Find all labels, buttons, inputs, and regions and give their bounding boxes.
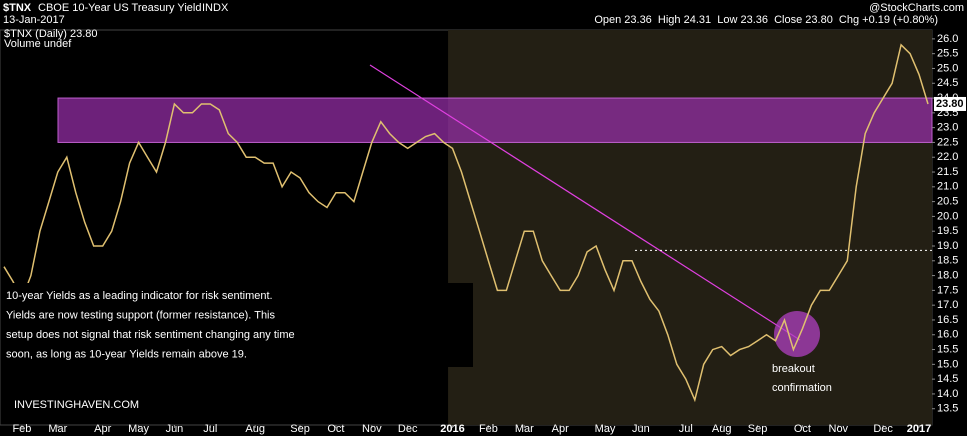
y-tick-label: 20.5 bbox=[937, 196, 958, 208]
y-tick-label: 16.0 bbox=[937, 329, 958, 341]
shaded-period bbox=[448, 30, 932, 425]
x-tick-label: Nov bbox=[362, 423, 382, 435]
y-tick-label: 21.5 bbox=[937, 166, 958, 178]
x-tick-label: Feb bbox=[12, 423, 31, 435]
x-tick-label: Oct bbox=[794, 423, 811, 435]
y-tick-label: 17.0 bbox=[937, 299, 958, 311]
x-tick-label: May bbox=[595, 423, 616, 435]
x-tick-label: Dec bbox=[873, 423, 893, 435]
x-tick-label: 2017 bbox=[907, 423, 931, 435]
y-tick-label: 18.0 bbox=[937, 269, 958, 281]
annotation-text: setup does not signal that risk sentimen… bbox=[6, 329, 295, 341]
exchange: INDX bbox=[202, 2, 229, 14]
y-tick-label: 25.0 bbox=[937, 62, 958, 74]
y-tick-label: 22.0 bbox=[937, 151, 958, 163]
y-tick-label: 18.5 bbox=[937, 255, 958, 267]
x-tick-label: May bbox=[128, 423, 149, 435]
resistance-band bbox=[57, 97, 933, 143]
x-tick-label: Aug bbox=[712, 423, 732, 435]
y-tick-label: 24.5 bbox=[937, 77, 958, 89]
x-tick-label: Jun bbox=[166, 423, 184, 435]
date: 13-Jan-2017 bbox=[3, 14, 65, 26]
price-line bbox=[3, 43, 929, 403]
x-tick-label: Mar bbox=[48, 423, 67, 435]
y-tick-label: 14.5 bbox=[937, 373, 958, 385]
y-tick-label: 13.5 bbox=[937, 403, 958, 415]
x-tick-label: Sep bbox=[748, 423, 768, 435]
y-tick-label: 17.5 bbox=[937, 284, 958, 296]
annotation-text: soon, as long as 10-year Yields remain a… bbox=[6, 348, 247, 360]
x-tick-label: Jul bbox=[203, 423, 217, 435]
x-tick-label: Sep bbox=[290, 423, 310, 435]
y-tick-label: 14.0 bbox=[937, 388, 958, 400]
x-tick-label: Aug bbox=[245, 423, 265, 435]
last-price-box bbox=[934, 96, 966, 111]
breakout-marker bbox=[774, 311, 820, 357]
y-tick-label: 16.5 bbox=[937, 314, 958, 326]
last-price-label: 23.80 bbox=[936, 98, 964, 110]
x-tick-label: 2016 bbox=[440, 423, 464, 435]
x-tick-label: Apr bbox=[552, 423, 569, 435]
trendline bbox=[369, 64, 801, 341]
x-tick-label: Jun bbox=[632, 423, 650, 435]
y-tick-label: 26.0 bbox=[937, 33, 958, 45]
x-tick-label: Oct bbox=[327, 423, 344, 435]
annotation-text: Yields are now testing support (former r… bbox=[6, 309, 276, 321]
x-tick-label: Feb bbox=[479, 423, 498, 435]
x-tick-label: Dec bbox=[398, 423, 418, 435]
breakout-note: confirmation bbox=[772, 382, 832, 394]
legend-entry: $TNX (Daily) 23.80 bbox=[4, 28, 98, 40]
x-tick-label: Mar bbox=[515, 423, 534, 435]
y-tick-label: 23.0 bbox=[937, 122, 958, 134]
annotation-text: 10-year Yields as a leading indicator fo… bbox=[6, 290, 273, 302]
y-tick-label: 25.5 bbox=[937, 48, 958, 60]
x-tick-label: Apr bbox=[94, 423, 111, 435]
y-tick-label: 22.5 bbox=[937, 136, 958, 148]
symbol: $TNX bbox=[3, 2, 32, 14]
y-tick-label: 19.0 bbox=[937, 240, 958, 252]
ohlc: Open 23.36 High 24.31 Low 23.36 Close 23… bbox=[594, 14, 938, 26]
y-tick-label: 15.5 bbox=[937, 343, 958, 355]
annotation-bg bbox=[3, 283, 473, 367]
watermark: INVESTINGHAVEN.COM bbox=[14, 399, 139, 411]
x-tick-label: Nov bbox=[829, 423, 849, 435]
x-tick-label: Jul bbox=[679, 423, 693, 435]
legend-entry: Volume undef bbox=[4, 38, 72, 50]
instrument-name: CBOE 10-Year US Treasury Yield bbox=[38, 2, 201, 14]
y-tick-label: 20.0 bbox=[937, 210, 958, 222]
source: @StockCharts.com bbox=[869, 2, 964, 14]
y-tick-label: 15.0 bbox=[937, 358, 958, 370]
y-tick-label: 21.0 bbox=[937, 181, 958, 193]
y-tick-label: 19.5 bbox=[937, 225, 958, 237]
breakout-note: breakout bbox=[772, 363, 815, 375]
